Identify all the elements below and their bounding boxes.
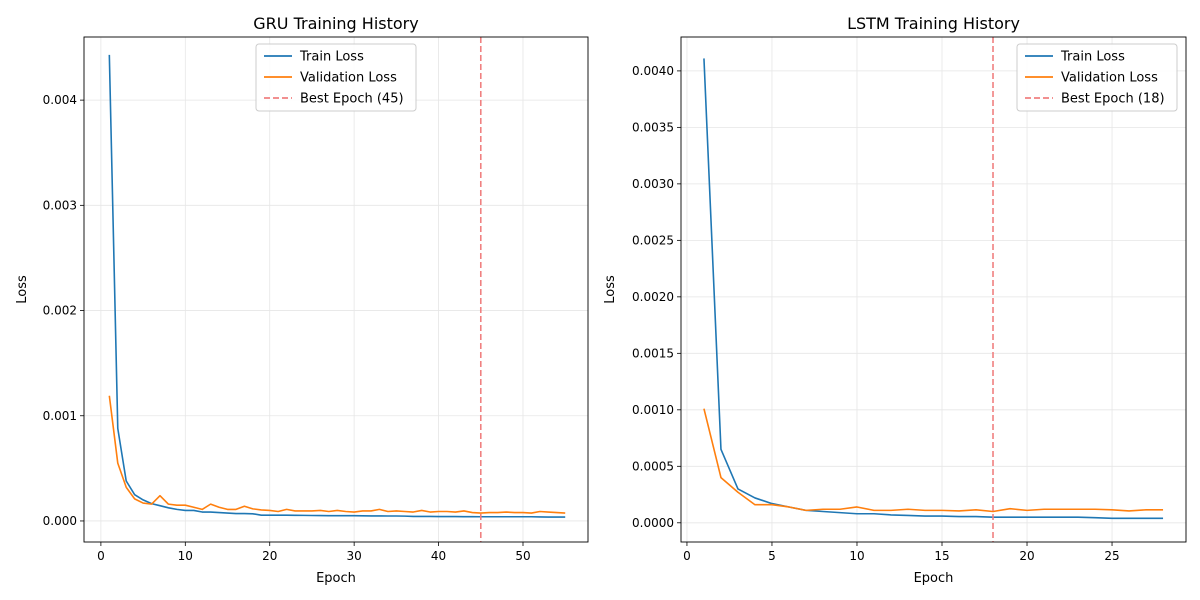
- gru-x-tick-label: 50: [515, 549, 530, 563]
- lstm-y-tick-label: 0.0000: [632, 516, 674, 530]
- gru-validation-loss-line: [108, 395, 566, 514]
- gru-legend: Train Loss Validation Loss Best Epoch (45): [255, 43, 417, 112]
- lstm-legend: Train Loss Validation Loss Best Epoch (18): [1016, 43, 1178, 112]
- lstm-axes-frame: [680, 36, 1187, 543]
- gru-x-tick-label: 10: [178, 549, 193, 563]
- lstm-x-axis-label: Epoch: [914, 571, 954, 586]
- lstm-x-tick-label: 20: [1019, 549, 1034, 563]
- gru-series: [108, 37, 566, 542]
- gru-x-axis-label: Epoch: [316, 571, 356, 586]
- gru-train-loss-line: [108, 54, 566, 518]
- lstm-grid: [681, 37, 1186, 542]
- lstm-y-tick-label: 0.0040: [632, 64, 674, 78]
- lstm-legend-box: [1016, 43, 1178, 112]
- lstm-chart-title: LSTM Training History: [847, 14, 1020, 33]
- gru-axes-frame: [83, 36, 589, 543]
- lstm-series: [703, 37, 1164, 542]
- gru-x-tick-label: 40: [431, 549, 446, 563]
- gru-legend-best-epoch-45-label: Best Epoch (45): [300, 92, 404, 107]
- gru-chart-panel: 0 10 20 30 40 50 0.000 0.001 0.002 0.003 0.004 GRU …: [15, 14, 589, 586]
- lstm-x-tick-label: 0: [683, 549, 691, 563]
- gru-x-tick-label: 30: [347, 549, 362, 563]
- lstm-x-tick-label: 10: [849, 549, 864, 563]
- lstm-x-tick-label: 25: [1104, 549, 1119, 563]
- gru-y-axis-label: Loss: [15, 275, 30, 304]
- gru-y-tick-label: 0.000: [43, 514, 77, 528]
- lstm-y-tick-label: 0.0025: [632, 233, 674, 247]
- gru-y-tick-label: 0.001: [43, 409, 77, 423]
- lstm-y-tick-label: 0.0020: [632, 290, 674, 304]
- lstm-legend-validation-loss-label: Validation Loss: [1061, 71, 1158, 86]
- gru-legend-train-loss-label: Train Loss: [299, 50, 364, 65]
- lstm-y-tick-label: 0.0005: [632, 459, 674, 473]
- lstm-validation-loss-line: [703, 408, 1164, 513]
- gru-legend-box: [255, 43, 417, 112]
- lstm-y-tick-label: 0.0030: [632, 177, 674, 191]
- gru-x-tick-label: 20: [262, 549, 277, 563]
- lstm-y-tick-label: 0.0010: [632, 403, 674, 417]
- gru-y-tick-label: 0.004: [43, 93, 77, 107]
- gru-legend-validation-loss-label: Validation Loss: [300, 71, 397, 86]
- lstm-y-tick-label: 0.0035: [632, 120, 674, 134]
- gru-chart-title: GRU Training History: [253, 14, 418, 33]
- gru-y-tick-label: 0.002: [43, 304, 77, 318]
- lstm-legend-train-loss-label: Train Loss: [1060, 50, 1125, 65]
- gru-y-tick-label: 0.003: [43, 198, 77, 212]
- gru-grid: [84, 37, 588, 542]
- lstm-legend-best-epoch-18-label: Best Epoch (18): [1061, 92, 1165, 107]
- lstm-x-tick-label: 15: [934, 549, 949, 563]
- lstm-x-tick-label: 5: [768, 549, 776, 563]
- lstm-y-tick-label: 0.0015: [632, 346, 674, 360]
- gru-x-tick-label: 0: [97, 549, 105, 563]
- lstm-y-axis-label: Loss: [603, 275, 618, 304]
- lstm-chart-panel: 0 5 10 15 20 25 0.0000 0.0005 0.0010 0.0015 0.0020…: [603, 14, 1187, 586]
